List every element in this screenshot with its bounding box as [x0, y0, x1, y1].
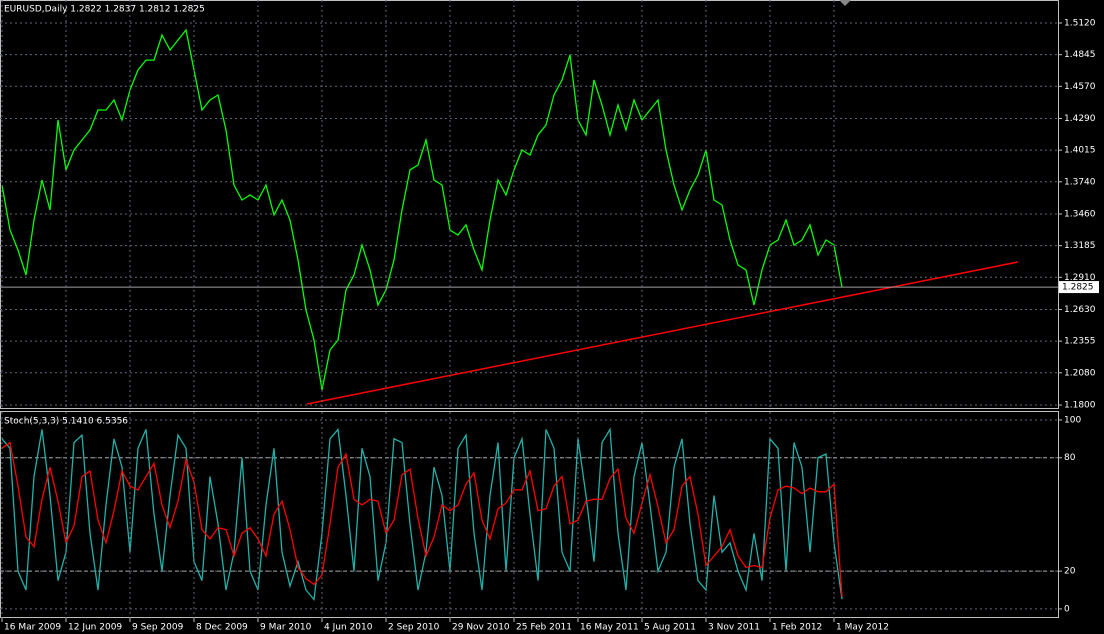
- x-tick-label: 9 Mar 2010: [260, 623, 312, 633]
- y-tick-label: 1.2910: [1064, 273, 1096, 283]
- y-tick-label: 80: [1064, 453, 1076, 463]
- y-tick-label: 1.2355: [1064, 337, 1096, 347]
- x-tick-label: 25 Feb 2011: [516, 623, 572, 633]
- y-tick-label: 1.3460: [1064, 210, 1096, 220]
- series-line: [1, 441, 843, 597]
- chart-title: EURUSD,Daily 1.2822 1.2837 1.2812 1.2825: [4, 5, 205, 15]
- y-tick-label: 1.3740: [1064, 177, 1096, 187]
- y-tick-label: 1.4015: [1064, 146, 1096, 156]
- shift-marker: [839, 0, 851, 6]
- x-tick-label: 5 Aug 2011: [644, 623, 696, 633]
- x-tick-label: 9 Sep 2009: [132, 623, 184, 633]
- x-tick-label: 3 Nov 2011: [708, 623, 760, 633]
- trendline: [306, 261, 1019, 405]
- x-tick-label: 29 Nov 2010: [452, 623, 510, 633]
- x-tick-label: 4 Jun 2010: [324, 623, 373, 633]
- y-tick-label: 20: [1064, 567, 1076, 577]
- y-tick-label: 1.4845: [1064, 50, 1096, 60]
- y-tick-label: 1.4570: [1064, 82, 1096, 92]
- x-tick-label: 16 Mar 2009: [4, 623, 61, 633]
- x-tick-label: 1 May 2012: [836, 623, 889, 633]
- series-line: [1, 427, 843, 602]
- x-tick-label: 8 Dec 2009: [196, 623, 248, 633]
- price-panel-frame: [0, 0, 1059, 409]
- y-tick-label: 1.2080: [1064, 368, 1096, 378]
- y-tick-label: 1.3185: [1064, 241, 1096, 251]
- x-tick-label: 2 Sep 2010: [388, 623, 440, 633]
- y-tick-label: 1.1800: [1064, 401, 1096, 411]
- y-tick-label: 1.5120: [1064, 19, 1096, 29]
- series-line: [1, 28, 843, 391]
- x-tick-label: 1 Feb 2012: [772, 623, 822, 633]
- indicator-title: Stoch(5,3,3) 5.1410 6.5356: [4, 417, 128, 427]
- current-price-box: [1059, 281, 1099, 294]
- x-tick-label: 16 May 2011: [580, 623, 639, 633]
- y-tick-label: 1.4290: [1064, 114, 1096, 124]
- y-tick-label: 1.2630: [1064, 305, 1096, 315]
- x-tick-label: 12 Jun 2009: [68, 623, 122, 633]
- y-tick-label: 0: [1064, 604, 1070, 614]
- y-tick-label: 100: [1064, 415, 1081, 425]
- current-price-label: 1.2825: [1062, 283, 1094, 293]
- stoch-panel-frame: [0, 411, 1059, 618]
